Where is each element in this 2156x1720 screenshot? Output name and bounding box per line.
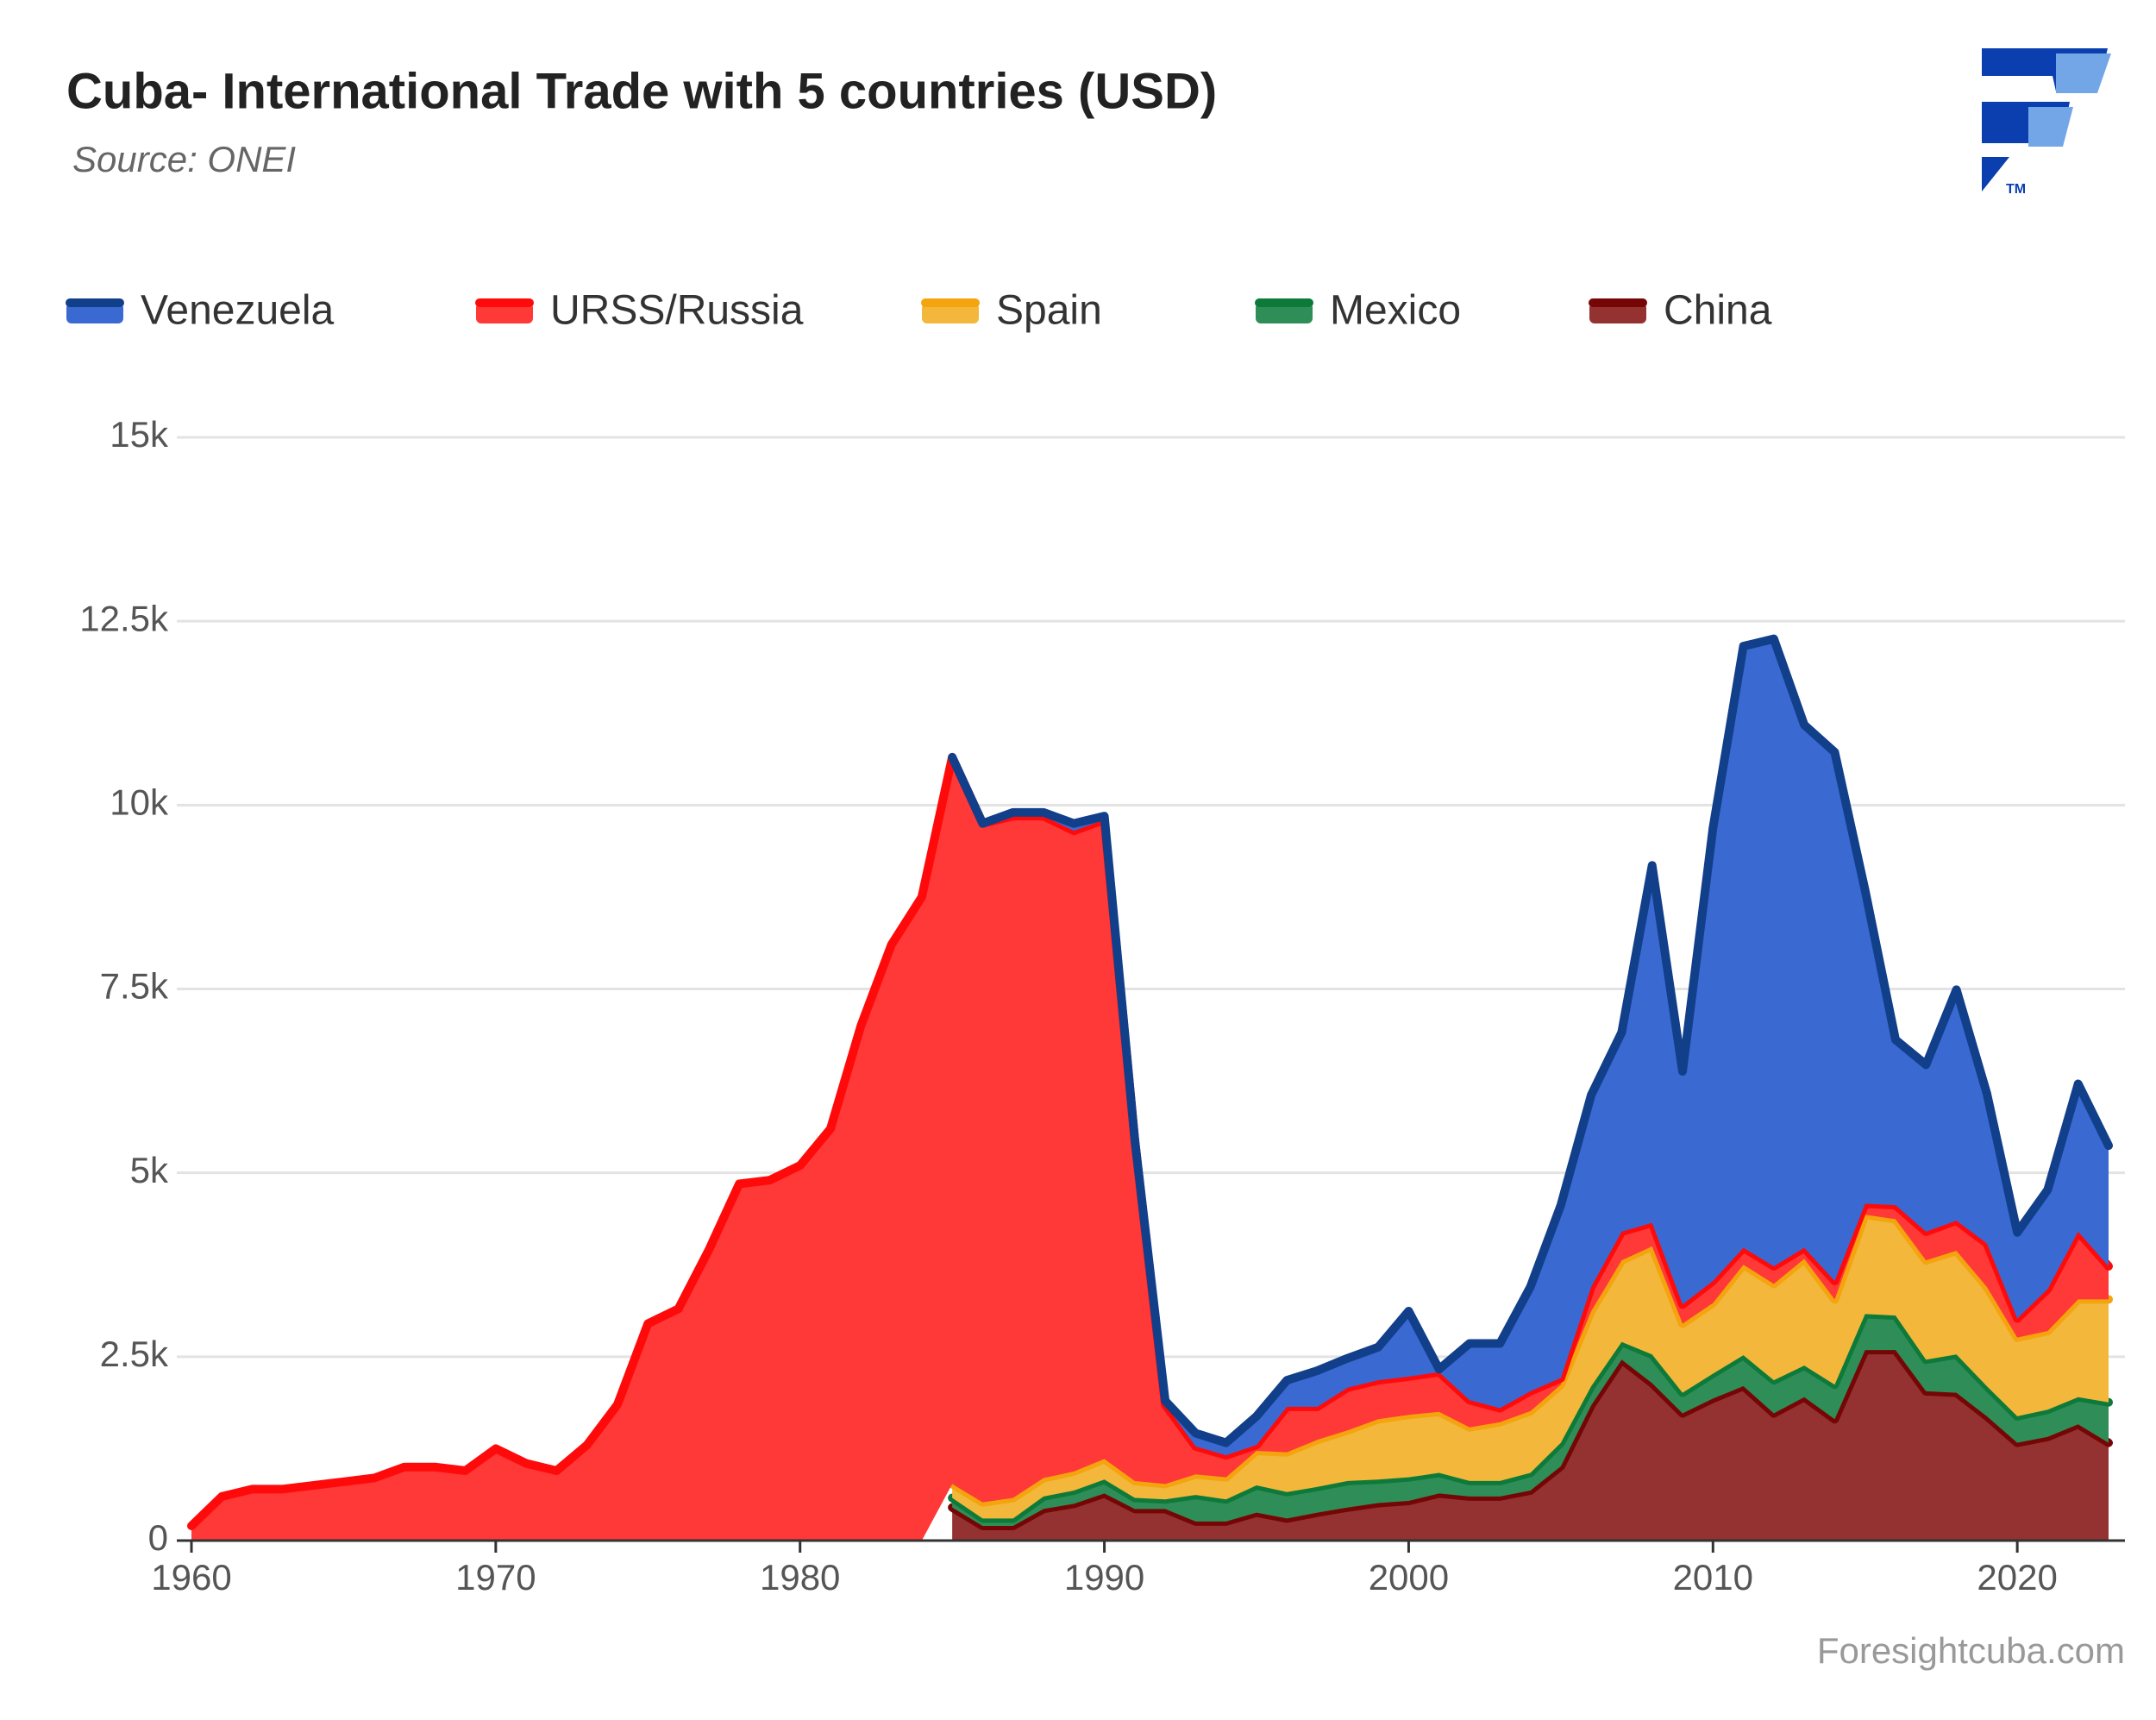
- y-tick-label: 5k: [130, 1150, 169, 1190]
- chart-title: Cuba- International Trade with 5 countri…: [66, 63, 1217, 119]
- legend-item: Mexico: [1255, 288, 1461, 334]
- chart-subtitle: Source: ONEI: [72, 139, 296, 179]
- area: [191, 756, 2109, 1541]
- x-tick-label: 2020: [1977, 1557, 2057, 1598]
- legend-swatch: [1256, 303, 1313, 323]
- y-tick-label: 7.5k: [100, 966, 169, 1007]
- legend-swatch: [476, 303, 533, 323]
- svg-text:TM: TM: [2006, 182, 2026, 197]
- logo: TM: [1982, 48, 2111, 197]
- x-tick-label: 1990: [1064, 1557, 1144, 1598]
- area: [952, 1350, 2109, 1541]
- legend-label: URSS/Russia: [550, 288, 804, 334]
- legend-swatch: [922, 303, 979, 323]
- x-tick-label: 2010: [1673, 1557, 1753, 1598]
- x-tick-label: 2000: [1369, 1557, 1449, 1598]
- area: [952, 1215, 2109, 1519]
- legend-label: Venezuela: [141, 288, 335, 334]
- y-tick-label: 15k: [110, 414, 169, 455]
- legend-label: Spain: [996, 288, 1102, 334]
- x-tick-label: 1980: [760, 1557, 840, 1598]
- legend-item: Venezuela: [66, 288, 335, 334]
- area: [952, 638, 2109, 1456]
- x-tick-label: 1960: [151, 1557, 231, 1598]
- x-tick-label: 1970: [455, 1557, 536, 1598]
- legend-swatch: [66, 303, 123, 323]
- legend-item: Spain: [921, 288, 1102, 334]
- legend-label: China: [1664, 288, 1772, 334]
- y-tick-label: 10k: [110, 782, 169, 822]
- legend-label: Mexico: [1330, 288, 1461, 334]
- credit: Foresightcuba.com: [1817, 1630, 2125, 1671]
- area: [952, 1314, 2109, 1526]
- legend-item: China: [1589, 288, 1772, 334]
- legend-item: URSS/Russia: [475, 288, 804, 334]
- y-tick-label: 2.5k: [100, 1334, 169, 1374]
- y-tick-label: 12.5k: [79, 598, 169, 638]
- y-tick-label: 0: [148, 1517, 168, 1558]
- legend-swatch: [1589, 303, 1646, 323]
- line: [948, 634, 2113, 1447]
